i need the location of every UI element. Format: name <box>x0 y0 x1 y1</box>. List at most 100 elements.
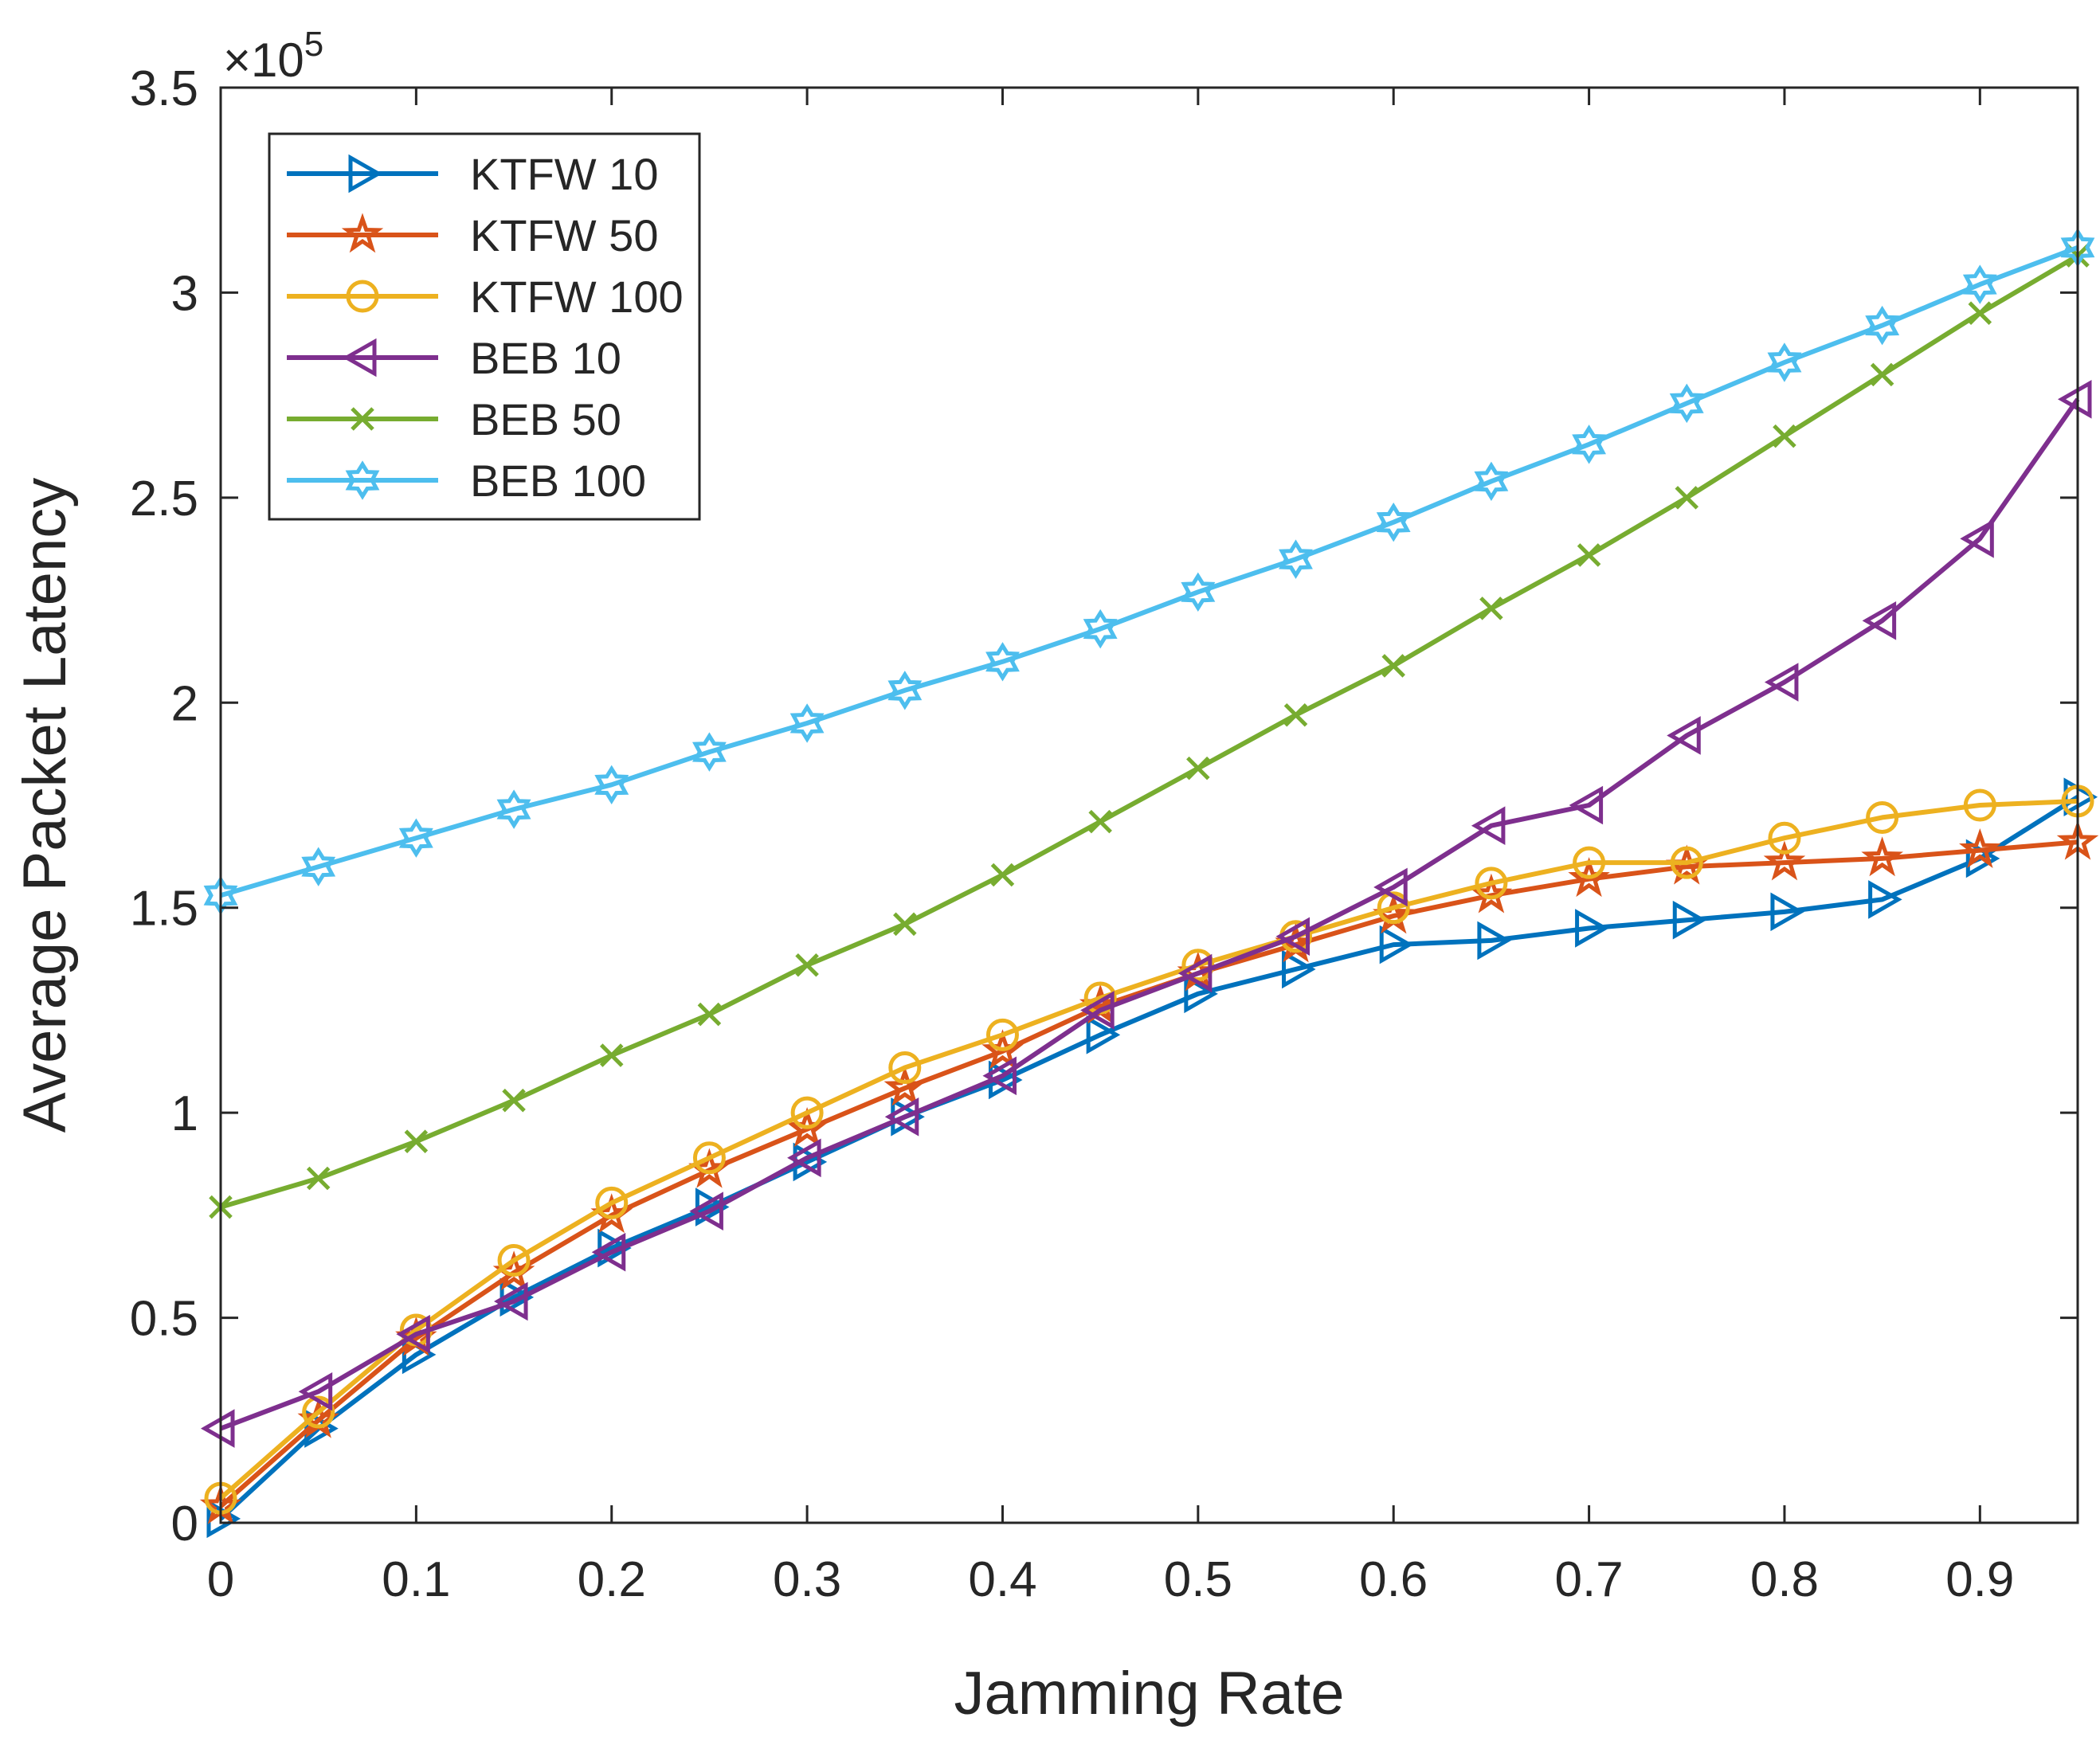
x-axis-label: Jamming Rate <box>954 1660 1345 1727</box>
data-point-beb-10 <box>1471 806 1506 846</box>
data-point-ktfw-100 <box>1573 846 1606 879</box>
data-point-beb-100 <box>301 847 336 886</box>
data-point-ktfw-100 <box>692 1141 726 1175</box>
data-point-beb-50 <box>1773 424 1796 448</box>
data-point-beb-100 <box>1279 539 1313 579</box>
data-point-ktfw-100 <box>1768 821 1801 855</box>
data-point-beb-10 <box>591 1232 626 1272</box>
x-tick-label: 0.4 <box>968 1552 1036 1607</box>
data-point-ktfw-100 <box>790 1096 824 1129</box>
data-point-beb-100 <box>985 642 1020 682</box>
x-tick-label: 0.9 <box>1945 1552 2014 1607</box>
x-tick-label: 0 <box>207 1552 234 1607</box>
data-point-beb-10 <box>1080 991 1115 1030</box>
y-tick-label: 3.5 <box>130 61 198 116</box>
data-point-beb-100 <box>1962 264 1997 304</box>
data-point-ktfw-10 <box>1086 1015 1121 1054</box>
data-point-beb-100 <box>1865 305 1900 346</box>
data-point-ktfw-50 <box>1861 836 1904 877</box>
data-point-beb-10 <box>200 1409 235 1448</box>
y-tick-label: 1.5 <box>130 882 198 937</box>
data-point-beb-10 <box>396 1314 430 1354</box>
axes-layer <box>219 86 2079 1524</box>
data-point-ktfw-10 <box>1184 974 1218 1014</box>
legend-label: KTFW 10 <box>470 149 658 199</box>
data-point-beb-50 <box>1479 597 1503 620</box>
legend-swatch-marker <box>345 460 380 500</box>
y-tick-label: 2 <box>171 676 198 731</box>
y-tick-label: 3 <box>171 266 198 321</box>
data-point-beb-100 <box>398 818 433 858</box>
y-axis-label: Average Packet Latency <box>11 478 79 1133</box>
data-point-beb-10 <box>298 1371 333 1411</box>
data-point-ktfw-100 <box>1475 867 1508 900</box>
x-tick-label: 0.2 <box>578 1552 646 1607</box>
data-point-beb-100 <box>594 765 629 805</box>
data-point-beb-100 <box>1376 502 1411 542</box>
data-point-beb-50 <box>990 863 1015 887</box>
legend-swatch-marker <box>351 407 374 431</box>
legend-swatch-marker <box>346 280 379 313</box>
data-point-beb-10 <box>1373 867 1408 907</box>
data-point-beb-10 <box>689 1191 723 1231</box>
data-point-beb-100 <box>887 671 923 710</box>
data-point-ktfw-100 <box>1963 788 1996 822</box>
x-tick-label: 0.7 <box>1554 1552 1623 1607</box>
data-point-beb-100 <box>789 703 825 743</box>
data-point-beb-50 <box>1283 702 1308 727</box>
data-point-beb-100 <box>1474 461 1509 502</box>
data-point-beb-50 <box>795 953 819 977</box>
data-point-ktfw-10 <box>1477 921 1511 961</box>
data-point-ktfw-50 <box>1763 840 1806 881</box>
x-tick-label: 0.5 <box>1164 1552 1232 1607</box>
data-point-beb-50 <box>697 1002 722 1027</box>
data-point-ktfw-10 <box>1868 880 1902 919</box>
data-point-beb-50 <box>1968 301 1992 325</box>
x-tick-label: 0.8 <box>1750 1552 1819 1607</box>
data-point-ktfw-100 <box>1866 800 1899 834</box>
data-point-ktfw-100 <box>985 1018 1019 1051</box>
data-point-beb-100 <box>1083 608 1118 649</box>
legend-swatch-marker <box>342 338 377 378</box>
data-point-beb-100 <box>1669 383 1704 424</box>
data-point-beb-10 <box>884 1097 919 1137</box>
series-line-beb-50 <box>220 253 2079 1210</box>
y-tick-label: 1 <box>171 1086 198 1141</box>
series-layer <box>199 228 2099 1539</box>
y-axis-exponent-power: 5 <box>304 25 323 64</box>
data-point-beb-50 <box>1675 486 1699 510</box>
legend-label: KTFW 100 <box>470 272 684 322</box>
series-ktfw-100 <box>204 784 2094 1515</box>
legend-item-beb-50: BEB 50 <box>287 394 621 444</box>
data-point-beb-10 <box>1960 519 1994 558</box>
series-beb-100 <box>203 228 2095 916</box>
data-point-beb-100 <box>496 789 531 829</box>
legend-label: BEB 100 <box>470 456 646 506</box>
data-point-beb-50 <box>306 1166 331 1191</box>
y-axis-exponent: ×105 <box>223 25 323 87</box>
legend-item-ktfw-10: KTFW 10 <box>287 149 658 199</box>
data-point-ktfw-50 <box>883 1066 927 1106</box>
data-point-beb-10 <box>787 1138 821 1178</box>
data-point-beb-50 <box>1186 756 1210 781</box>
data-point-ktfw-100 <box>595 1186 629 1219</box>
series-beb-10 <box>200 379 2092 1448</box>
legend-label: KTFW 50 <box>470 210 658 260</box>
data-point-ktfw-100 <box>1377 891 1410 925</box>
x-tick-label: 0.6 <box>1359 1552 1428 1607</box>
legend-swatch-marker <box>348 154 383 194</box>
data-point-beb-10 <box>1667 716 1701 755</box>
data-point-ktfw-10 <box>1672 900 1707 940</box>
legend: KTFW 10 KTFW 50 KTFW 100 BEB 10 BEB 50 BEB 10… <box>268 132 701 521</box>
data-point-beb-100 <box>692 732 727 772</box>
data-point-beb-100 <box>1181 572 1216 612</box>
legend-item-ktfw-100: KTFW 100 <box>287 272 684 322</box>
data-point-beb-10 <box>1275 917 1311 957</box>
x-tick-label: 0.1 <box>382 1552 450 1607</box>
data-point-ktfw-10 <box>1770 892 1804 932</box>
legend-label: BEB 10 <box>470 333 621 383</box>
data-point-beb-50 <box>1870 362 1894 387</box>
data-point-ktfw-100 <box>1670 846 1703 879</box>
series-line-beb-100 <box>220 245 2079 898</box>
